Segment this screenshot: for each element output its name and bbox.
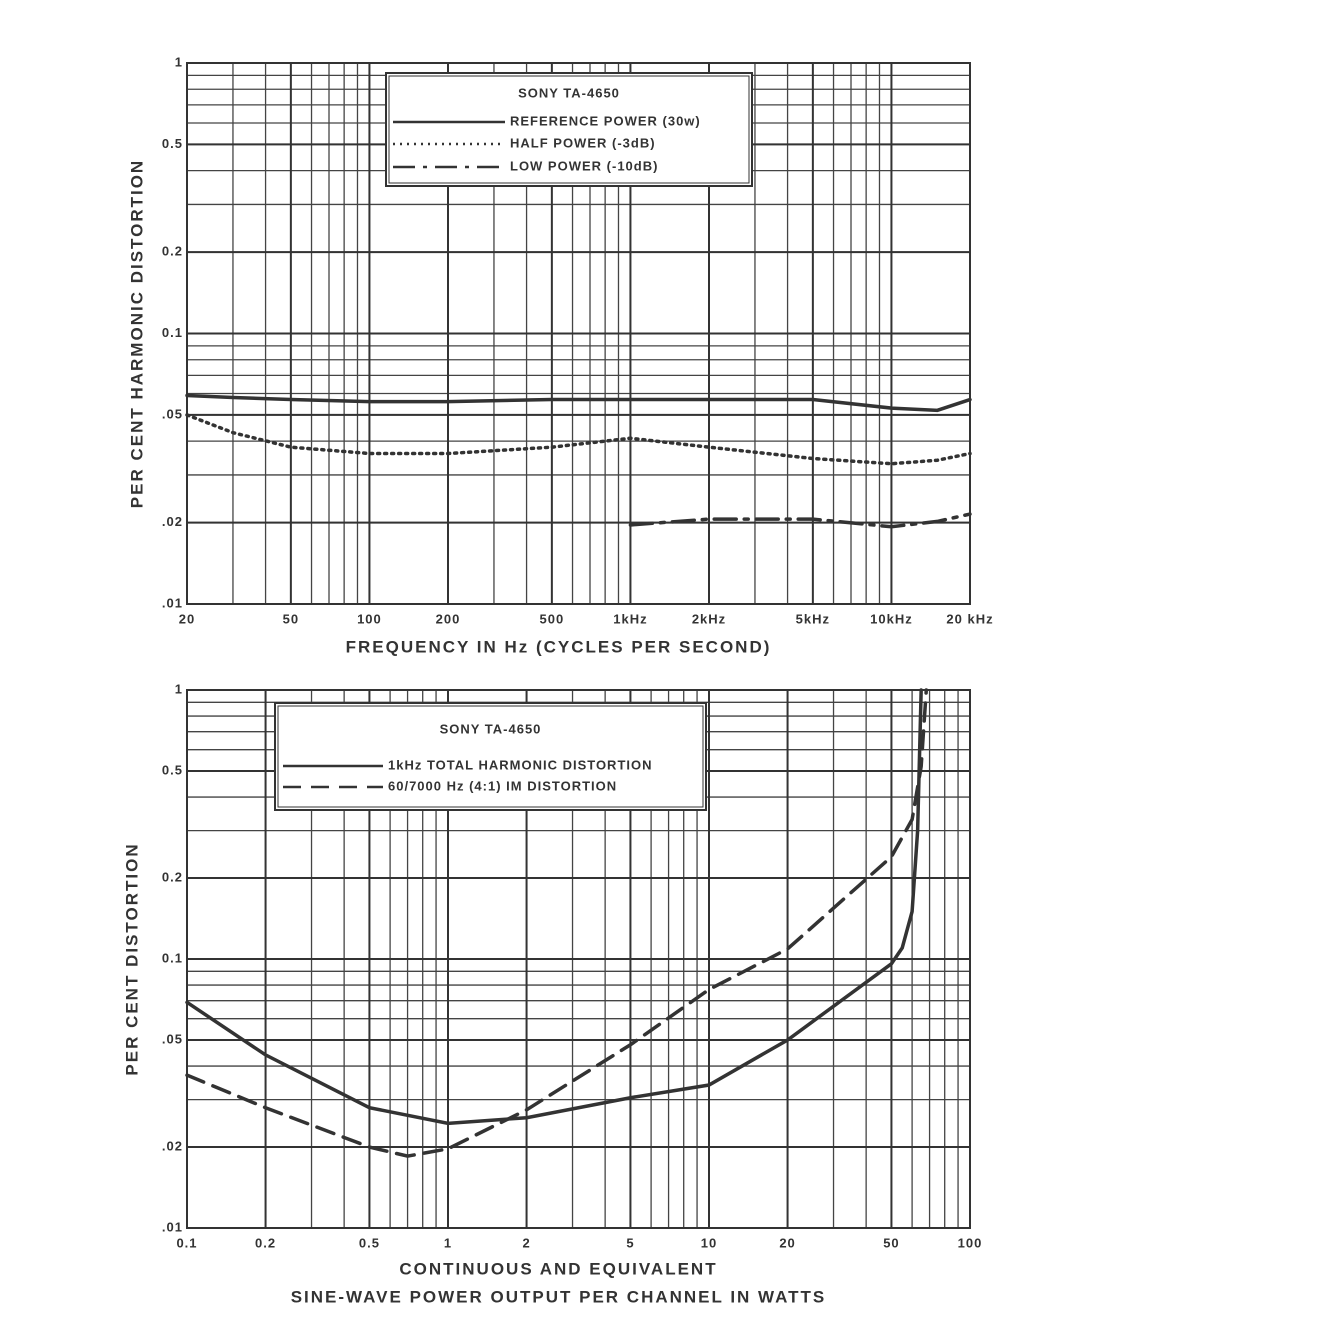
x-axis-label: FREQUENCY IN Hz (CYCLES PER SECOND) (346, 637, 772, 656)
plot-frame (186, 62, 971, 605)
y-axis-label: PER CENT DISTORTION (122, 842, 141, 1075)
legend-title: SONY TA-4650 (440, 721, 542, 736)
x-tick-label: 0.1 (176, 1235, 197, 1250)
x-tick-label: 20 (179, 611, 195, 626)
series-line (185, 688, 923, 1126)
legend-box-inner (388, 75, 750, 184)
legend-label: 1kHz TOTAL HARMONIC DISTORTION (388, 757, 653, 772)
y-tick-label: .02 (162, 514, 183, 529)
x-tick-label: 0.5 (359, 1235, 380, 1250)
x-tick-label: 100 (958, 1235, 983, 1250)
plot-frame (186, 689, 971, 1229)
y-tick-label: .02 (162, 1138, 183, 1153)
x-tick-label: 50 (283, 611, 299, 626)
legend-box (274, 702, 707, 811)
y-tick-label: .05 (162, 406, 183, 421)
x-tick-label: 200 (436, 611, 461, 626)
y-tick-label: .01 (162, 595, 183, 610)
legend-label: 60/7000 Hz (4:1) IM DISTORTION (388, 778, 617, 793)
x-tick-label: 10 (701, 1235, 717, 1250)
y-tick-label: 1 (175, 681, 183, 696)
series-line (185, 413, 972, 466)
x-tick-label: 5 (626, 1235, 634, 1250)
x-tick-label: 5kHz (796, 611, 830, 626)
x-tick-label: 20 kHz (946, 611, 993, 626)
x-axis-label: SINE-WAVE POWER OUTPUT PER CHANNEL IN WA… (291, 1287, 827, 1306)
legend-box-inner (277, 705, 704, 808)
x-tick-label: 2 (522, 1235, 530, 1250)
y-tick-label: 0.1 (162, 950, 183, 965)
x-tick-label: 0.2 (255, 1235, 276, 1250)
legend-label: REFERENCE POWER (30w) (510, 113, 701, 128)
x-axis-label: CONTINUOUS AND EQUIVALENT (399, 1259, 717, 1278)
x-tick-label: 1 (444, 1235, 452, 1250)
y-tick-label: .01 (162, 1219, 183, 1234)
y-tick-label: 1 (175, 54, 183, 69)
x-tick-label: 1kHz (613, 611, 647, 626)
legend-label: LOW POWER (-10dB) (510, 158, 658, 173)
legend-label: HALF POWER (-3dB) (510, 135, 656, 150)
x-tick-label: 100 (357, 611, 382, 626)
x-tick-label: 20 (779, 1235, 795, 1250)
y-tick-label: 0.2 (162, 244, 183, 259)
y-tick-label: .05 (162, 1031, 183, 1046)
y-tick-label: 0.2 (162, 869, 183, 884)
series-line (185, 688, 929, 1158)
y-tick-label: 0.1 (162, 325, 183, 340)
x-tick-label: 500 (540, 611, 565, 626)
x-tick-label: 10kHz (870, 611, 913, 626)
y-tick-label: 0.5 (162, 136, 183, 151)
x-tick-label: 2kHz (692, 611, 726, 626)
series-line (628, 512, 972, 529)
y-tick-label: 0.5 (162, 762, 183, 777)
y-axis-label: PER CENT HARMONIC DISTORTION (127, 159, 146, 508)
series-line (185, 393, 972, 413)
legend-title: SONY TA-4650 (518, 85, 620, 100)
x-tick-label: 50 (883, 1235, 899, 1250)
